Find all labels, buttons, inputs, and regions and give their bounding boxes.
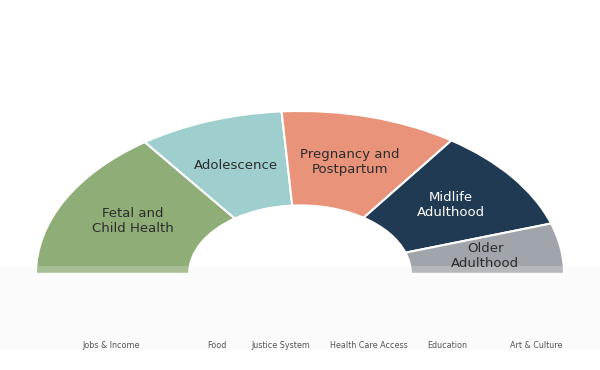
Wedge shape	[281, 111, 451, 218]
Text: Food: Food	[208, 341, 227, 350]
Text: Jobs & Income: Jobs & Income	[82, 341, 140, 350]
Wedge shape	[36, 142, 235, 274]
Wedge shape	[145, 111, 292, 218]
Text: Health Care Access: Health Care Access	[330, 341, 408, 350]
Text: Older
Adulthood: Older Adulthood	[451, 242, 519, 270]
Wedge shape	[406, 223, 564, 274]
Text: Art & Culture: Art & Culture	[509, 341, 562, 350]
Text: Adolescence: Adolescence	[194, 159, 278, 172]
Text: Fetal and
Child Health: Fetal and Child Health	[92, 207, 174, 235]
Text: Education: Education	[427, 341, 467, 350]
Text: Justice System: Justice System	[251, 341, 310, 350]
Text: Midlife
Adulthood: Midlife Adulthood	[416, 191, 485, 219]
Bar	[0, 266, 600, 350]
Wedge shape	[364, 141, 551, 253]
Text: Pregnancy and
Postpartum: Pregnancy and Postpartum	[301, 148, 400, 176]
